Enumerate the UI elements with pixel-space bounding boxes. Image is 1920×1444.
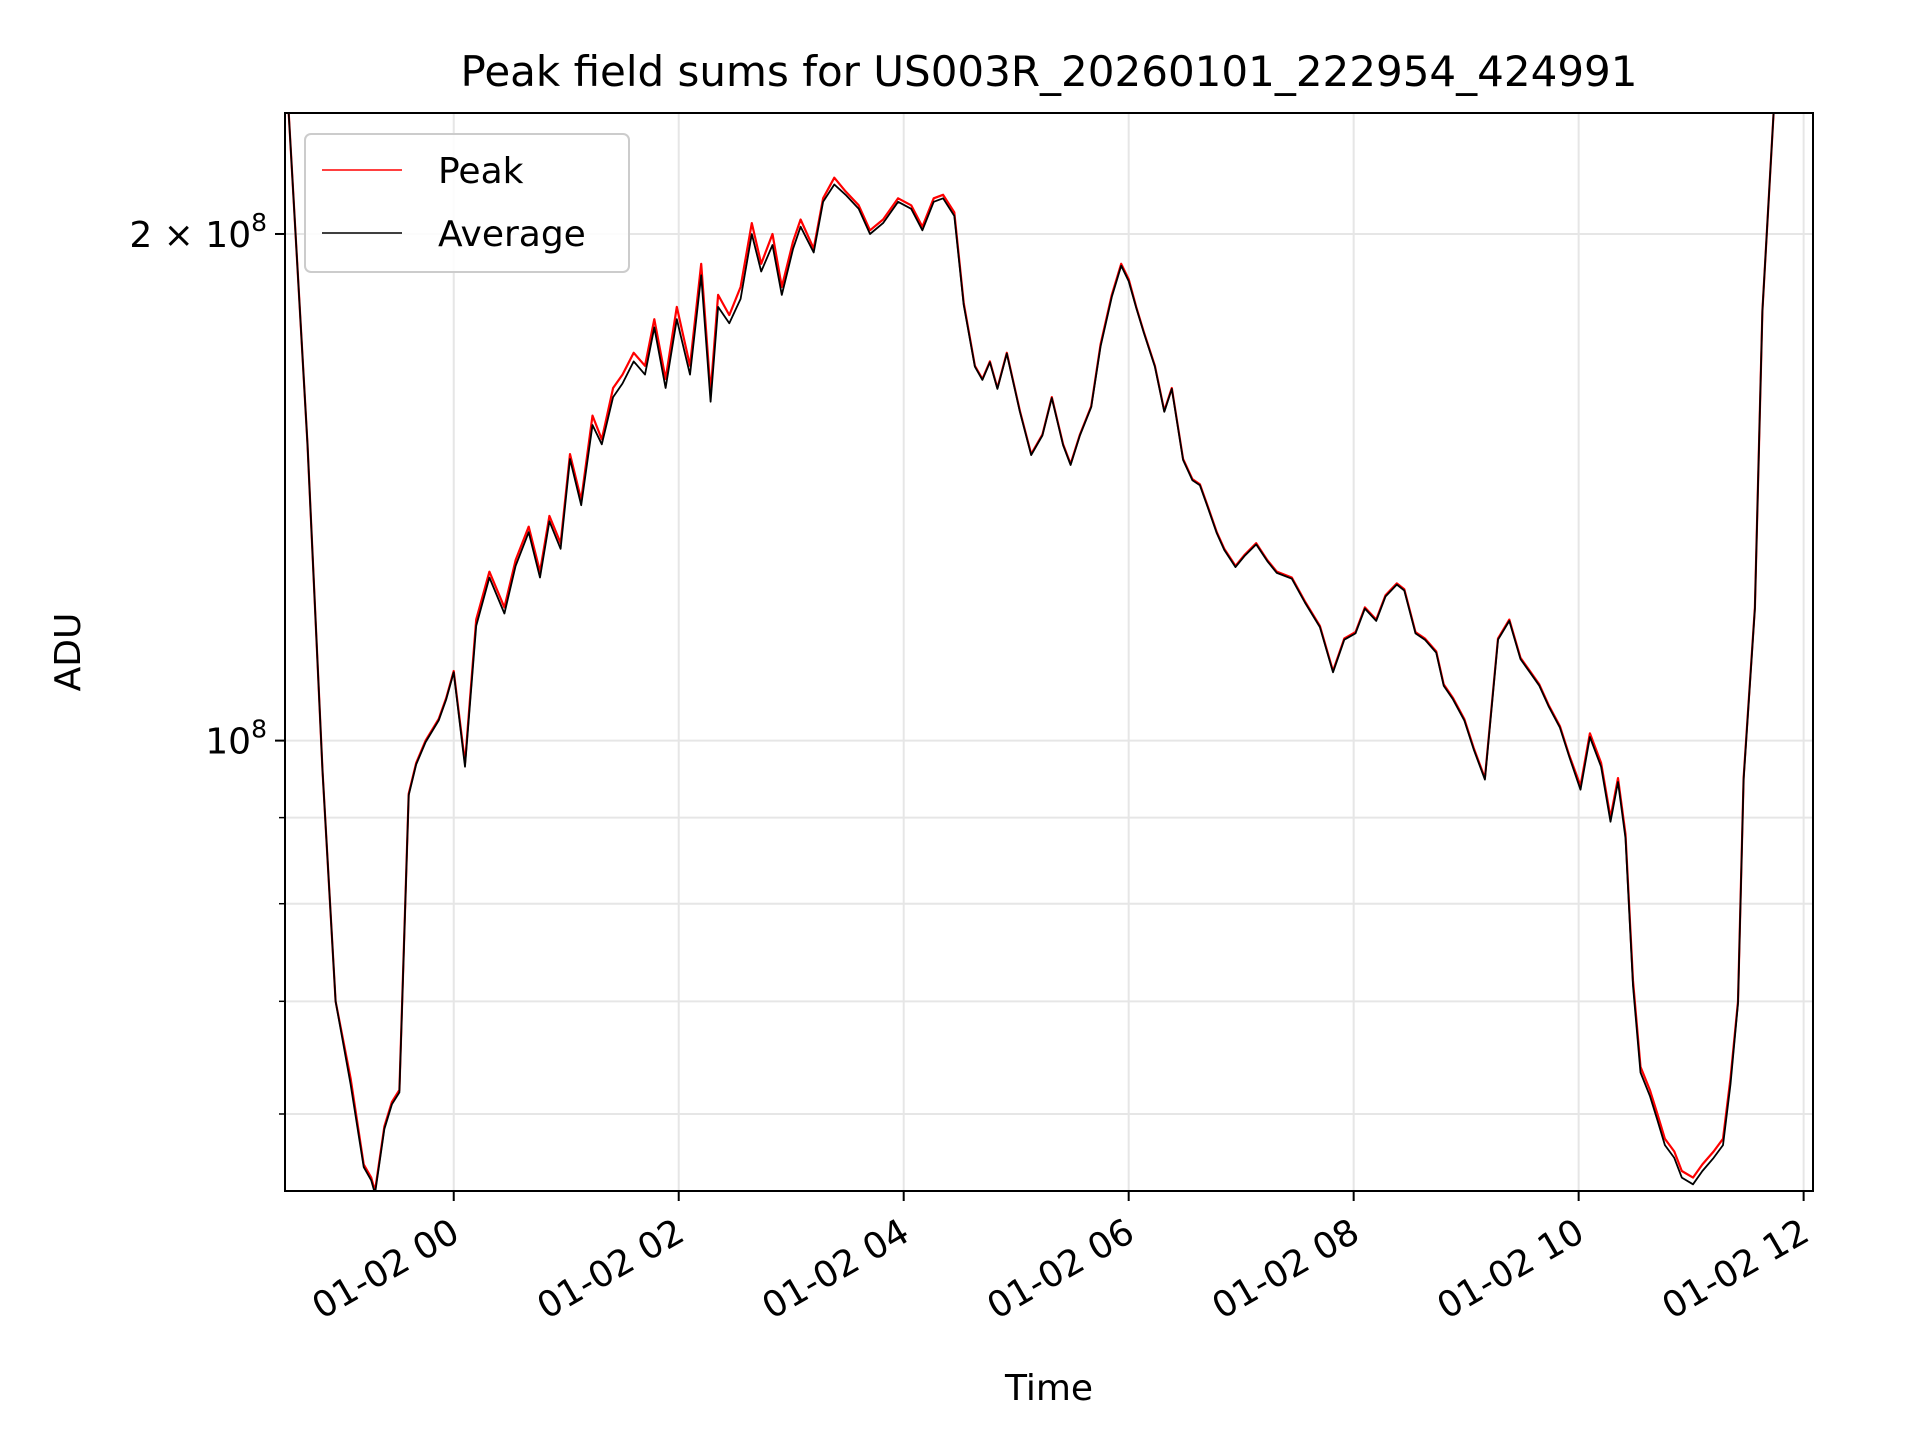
grid-lines bbox=[285, 113, 1813, 1191]
series-line-average bbox=[287, 113, 1775, 1191]
y-tick-label: 108 bbox=[205, 715, 267, 763]
legend-label-peak: Peak bbox=[438, 151, 524, 192]
legend-box bbox=[304, 133, 630, 273]
plot-frame bbox=[284, 112, 1814, 1192]
y-tick-label: 2 × 108 bbox=[129, 208, 267, 256]
x-axis-label: Time bbox=[1004, 1368, 1093, 1409]
legend-label-average: Average bbox=[438, 214, 586, 255]
legend: Peak Average bbox=[304, 133, 630, 273]
y-axis-label: ADU bbox=[48, 613, 89, 692]
series-lines bbox=[287, 113, 1775, 1191]
chart-title: Peak field sums for US003R_20260101_2229… bbox=[461, 47, 1638, 96]
